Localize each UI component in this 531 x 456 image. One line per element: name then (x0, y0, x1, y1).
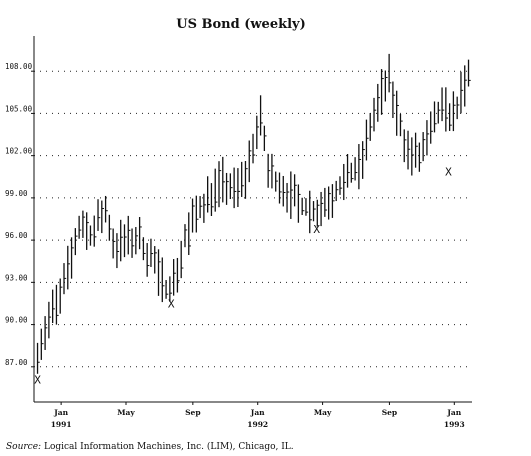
pivot-markers: X X X X (34, 165, 452, 386)
y-tick-label: 99.00 (5, 189, 28, 198)
axes (33, 36, 472, 403)
y-tick-label: 102.00 (5, 147, 33, 156)
x-tick-label: Sep (185, 408, 200, 417)
pivot-marker: X (313, 223, 320, 236)
source-label: Source: (6, 442, 42, 452)
pivot-marker: X (34, 374, 41, 387)
x-tick-year-label: 1993 (444, 420, 465, 429)
x-tick-label: Jan (446, 408, 461, 417)
x-tick-label: May (314, 408, 332, 417)
x-tick-label: Jan (53, 408, 68, 417)
y-tick-label: 108.00 (5, 62, 33, 71)
pivot-marker: X (168, 298, 175, 311)
y-tick-label: 105.00 (5, 104, 33, 113)
price-bars (36, 53, 471, 374)
x-tick-year-label: 1991 (51, 420, 72, 429)
x-tick-label: Jan (250, 408, 265, 417)
x-tick-label: May (117, 408, 135, 417)
chart-title: US Bond (weekly) (176, 17, 306, 32)
x-tick-labels: Jan 1991 May Sep Jan 1992 May Sep Jan 1993 (51, 402, 465, 429)
source-note: Source: Logical Information Machines, In… (6, 442, 294, 452)
y-tick-label: 87.00 (5, 358, 28, 367)
pivot-marker: X (445, 165, 452, 178)
x-tick-year-label: 1992 (247, 420, 268, 429)
gridlines (31, 70, 472, 368)
y-tick-label: 93.00 (5, 273, 28, 282)
y-tick-label: 96.00 (5, 231, 28, 240)
source-text: Logical Information Machines, Inc. (LIM)… (43, 442, 294, 452)
y-tick-labels: 87.00 90.00 93.00 96.00 99.00 102.00 105.00 108… (5, 62, 33, 367)
y-tick-label: 90.00 (5, 316, 28, 325)
x-tick-label: Sep (382, 408, 397, 417)
